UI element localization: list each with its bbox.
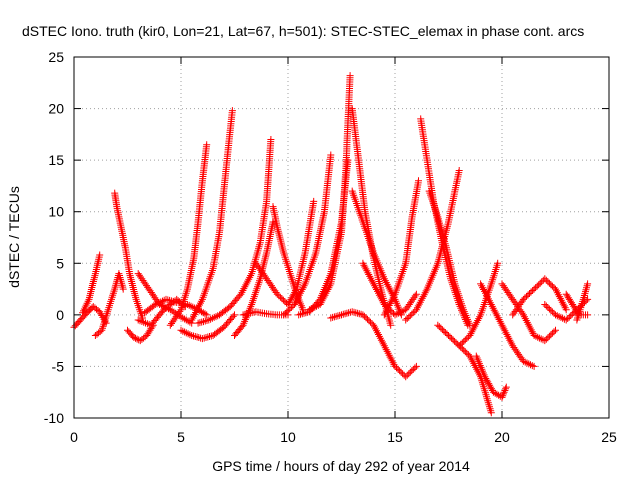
data-arc bbox=[327, 308, 420, 381]
data-arc bbox=[280, 151, 335, 319]
arc-markers bbox=[269, 203, 307, 314]
arc-markers bbox=[177, 311, 238, 343]
x-tick-label: 20 bbox=[494, 429, 510, 445]
data-arc bbox=[79, 251, 104, 317]
x-tick-label: 10 bbox=[280, 429, 296, 445]
arc-markers bbox=[348, 187, 405, 319]
arc-markers bbox=[327, 308, 420, 381]
data-arc bbox=[348, 187, 405, 319]
x-axis-title: GPS time / hours of day 292 of year 2014 bbox=[212, 458, 470, 474]
axis-ticks bbox=[73, 56, 610, 419]
arc-markers bbox=[280, 151, 335, 319]
plot-frame bbox=[73, 56, 610, 419]
data-arc bbox=[434, 321, 495, 417]
arc-markers bbox=[472, 352, 510, 401]
arc-markers bbox=[348, 105, 395, 329]
arc-markers bbox=[477, 280, 538, 370]
data-arc bbox=[91, 270, 127, 339]
data-arc bbox=[111, 189, 146, 322]
data-arc bbox=[166, 141, 211, 329]
y-tick-label: 5 bbox=[56, 255, 64, 271]
data-arc bbox=[472, 352, 510, 401]
arc-markers bbox=[166, 141, 211, 329]
arc-markers bbox=[380, 177, 422, 319]
arc-markers bbox=[425, 187, 474, 329]
arc-markers bbox=[455, 259, 502, 350]
arc-markers bbox=[188, 107, 236, 324]
y-tick-label: -10 bbox=[44, 410, 64, 426]
data-arc bbox=[425, 187, 474, 329]
arc-markers bbox=[434, 321, 495, 417]
y-axis-title: dSTEC / TECUs bbox=[6, 186, 22, 288]
data-arc bbox=[305, 72, 354, 314]
y-tick-label: 15 bbox=[48, 152, 64, 168]
arc-markers bbox=[573, 280, 592, 324]
data-arc bbox=[141, 295, 211, 319]
data-arc bbox=[177, 311, 238, 343]
data-arc bbox=[188, 107, 236, 324]
y-tick-label: -5 bbox=[52, 358, 65, 374]
data-arc bbox=[380, 177, 422, 319]
arc-markers bbox=[509, 275, 570, 319]
arc-markers bbox=[141, 295, 211, 319]
y-tick-label: 10 bbox=[48, 204, 64, 220]
x-tick-label: 25 bbox=[601, 429, 617, 445]
arc-markers bbox=[194, 136, 275, 327]
data-arc bbox=[348, 105, 395, 329]
arc-markers bbox=[111, 189, 146, 322]
data-points bbox=[70, 72, 592, 417]
data-arc bbox=[269, 203, 307, 314]
x-tick-label: 0 bbox=[70, 429, 78, 445]
data-arc bbox=[194, 136, 275, 327]
arc-markers bbox=[91, 270, 127, 339]
data-arc bbox=[477, 280, 538, 370]
y-tick-labels: -10 -5 0 5 10 15 20 25 bbox=[44, 49, 64, 426]
arc-markers bbox=[79, 251, 104, 317]
y-tick-label: 0 bbox=[56, 307, 64, 323]
data-arc bbox=[509, 275, 570, 319]
x-tick-label: 5 bbox=[177, 429, 185, 445]
arc-markers bbox=[305, 72, 354, 314]
data-arc bbox=[573, 280, 592, 324]
chart-title: dSTEC Iono. truth (kir0, Lon=21, Lat=67,… bbox=[22, 23, 584, 39]
data-arc bbox=[455, 259, 502, 350]
x-tick-label: 15 bbox=[387, 429, 403, 445]
y-tick-label: 25 bbox=[48, 49, 64, 65]
x-tick-labels: 0 5 10 15 20 25 bbox=[70, 429, 617, 445]
grid bbox=[74, 57, 609, 418]
y-tick-label: 20 bbox=[48, 101, 64, 117]
